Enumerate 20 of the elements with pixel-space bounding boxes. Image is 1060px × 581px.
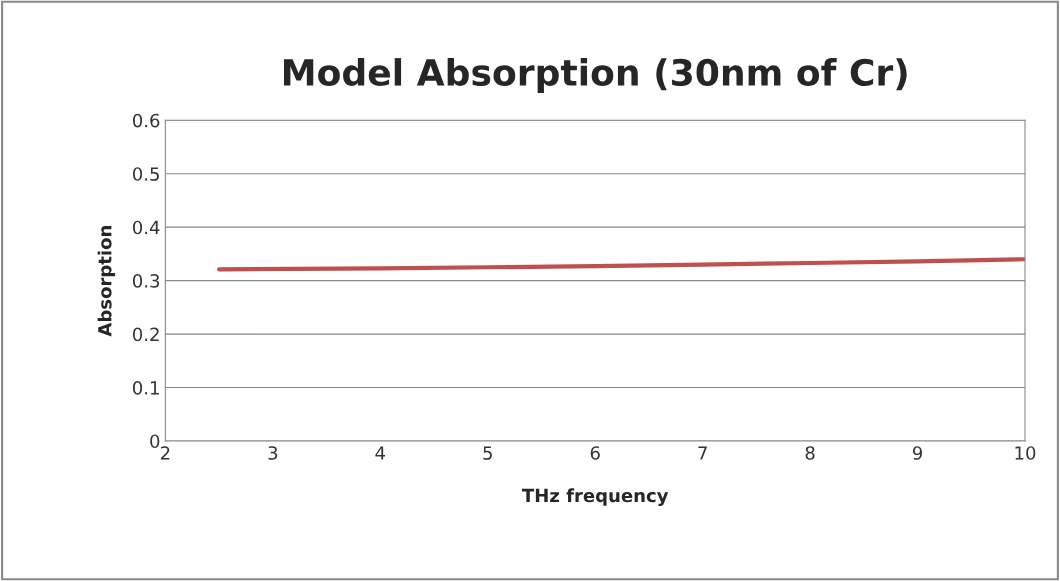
- x-tick-label: 2: [160, 446, 170, 460]
- y-tick-label: 0.1: [132, 380, 159, 395]
- x-tick-label: 10: [1015, 446, 1036, 460]
- chart-title: Model Absorption (30nm of Cr): [283, 58, 907, 94]
- y-tick-label: 0: [150, 434, 160, 449]
- x-tick-label: 8: [805, 446, 815, 460]
- y-tick-label: 0.2: [132, 327, 159, 342]
- y-tick-label: 0.5: [132, 167, 159, 181]
- y-axis-title: Absorption: [97, 226, 116, 337]
- x-tick-label: 5: [483, 446, 492, 460]
- y-tick-label: 0.6: [132, 113, 160, 128]
- x-axis-title: THz frequency: [521, 488, 669, 506]
- line-series: [217, 257, 1026, 272]
- x-tick-label: 4: [375, 446, 386, 460]
- x-tick-label: 6: [590, 446, 600, 460]
- x-tick-label: 9: [912, 446, 923, 460]
- x-tick-label: 7: [698, 446, 707, 460]
- x-tick-label: 3: [268, 446, 278, 460]
- y-tick-label: 0.3: [132, 274, 160, 288]
- y-tick-label: 0.4: [132, 220, 160, 235]
